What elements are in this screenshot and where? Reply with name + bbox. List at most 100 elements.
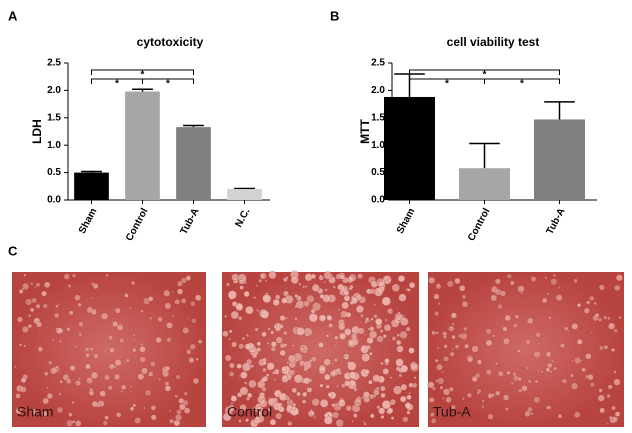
cell xyxy=(335,418,344,428)
cell xyxy=(139,356,147,363)
cell xyxy=(174,413,183,422)
cell xyxy=(431,330,436,336)
cell xyxy=(545,351,552,358)
cell xyxy=(461,300,469,308)
cell xyxy=(186,316,190,320)
cell xyxy=(25,298,33,306)
cell xyxy=(492,334,496,338)
cell xyxy=(182,399,189,406)
cell xyxy=(290,275,299,285)
cell xyxy=(343,289,350,296)
cell xyxy=(303,350,308,354)
cell xyxy=(466,392,473,398)
cell xyxy=(408,392,411,395)
cell xyxy=(464,343,470,349)
cell xyxy=(613,370,617,374)
cell xyxy=(137,373,145,381)
cell xyxy=(183,407,191,414)
x-tick-label: Tub-A xyxy=(179,206,202,236)
cell xyxy=(248,379,257,389)
cell xyxy=(164,385,172,392)
cell xyxy=(67,283,72,288)
cell xyxy=(27,323,32,329)
cell xyxy=(188,357,195,364)
y-tick-label: 2.5 xyxy=(371,58,385,69)
cell xyxy=(176,409,182,415)
cell xyxy=(90,296,93,300)
cell xyxy=(506,370,511,375)
cell xyxy=(481,399,485,403)
cell xyxy=(269,418,277,426)
cell xyxy=(466,355,474,363)
cell xyxy=(380,392,386,399)
y-tick-label: 0.0 xyxy=(371,195,385,206)
cell xyxy=(175,374,181,380)
cell xyxy=(41,410,48,417)
cell xyxy=(18,288,24,294)
cell xyxy=(495,390,501,396)
y-tick-label: 0.5 xyxy=(371,167,385,178)
cell xyxy=(28,314,32,318)
cell xyxy=(526,317,534,325)
cell xyxy=(302,285,306,289)
cell xyxy=(228,371,235,377)
cell xyxy=(449,351,455,357)
cell xyxy=(318,364,326,372)
cell xyxy=(323,281,326,284)
cell xyxy=(413,376,417,380)
cell xyxy=(23,273,27,277)
cell xyxy=(325,334,330,338)
cell xyxy=(369,394,373,398)
cell xyxy=(149,316,153,321)
cell xyxy=(555,294,563,302)
cell xyxy=(279,349,286,357)
cell xyxy=(239,386,249,396)
cell xyxy=(71,401,75,405)
cell xyxy=(330,274,334,277)
cell xyxy=(506,273,512,279)
cell xyxy=(571,359,574,362)
cell xyxy=(443,334,448,339)
cell xyxy=(437,347,440,350)
cell xyxy=(325,384,330,389)
cell xyxy=(105,273,109,277)
cell xyxy=(41,290,48,297)
y-axis-label: MTT xyxy=(358,119,372,144)
cell xyxy=(228,337,232,341)
cell xyxy=(129,406,135,412)
cell xyxy=(391,283,401,292)
cell xyxy=(253,296,257,300)
cell xyxy=(350,296,359,305)
cell xyxy=(275,412,283,420)
cell xyxy=(399,395,407,403)
cell xyxy=(372,374,381,383)
cell xyxy=(128,307,132,310)
cell xyxy=(535,331,542,338)
cell xyxy=(56,406,64,414)
cell xyxy=(326,315,333,322)
cell xyxy=(378,407,386,415)
cell xyxy=(612,416,619,423)
cell xyxy=(323,373,331,381)
cell xyxy=(443,355,449,362)
cell xyxy=(396,345,404,353)
cell xyxy=(281,366,287,372)
cell xyxy=(504,314,512,322)
cell xyxy=(521,385,528,392)
cell xyxy=(264,279,268,283)
significance-label: * xyxy=(445,79,449,90)
cell xyxy=(256,410,263,417)
cell xyxy=(176,288,184,295)
cell xyxy=(431,386,437,391)
cell xyxy=(549,369,553,374)
cell xyxy=(180,297,187,304)
significance-bracket xyxy=(91,69,194,75)
significance-bracket xyxy=(409,69,560,75)
cell xyxy=(35,303,41,309)
cell xyxy=(530,412,534,416)
cell xyxy=(360,344,370,354)
cell xyxy=(259,272,267,280)
cell xyxy=(428,397,435,403)
cell xyxy=(512,323,518,328)
cell xyxy=(490,294,498,302)
